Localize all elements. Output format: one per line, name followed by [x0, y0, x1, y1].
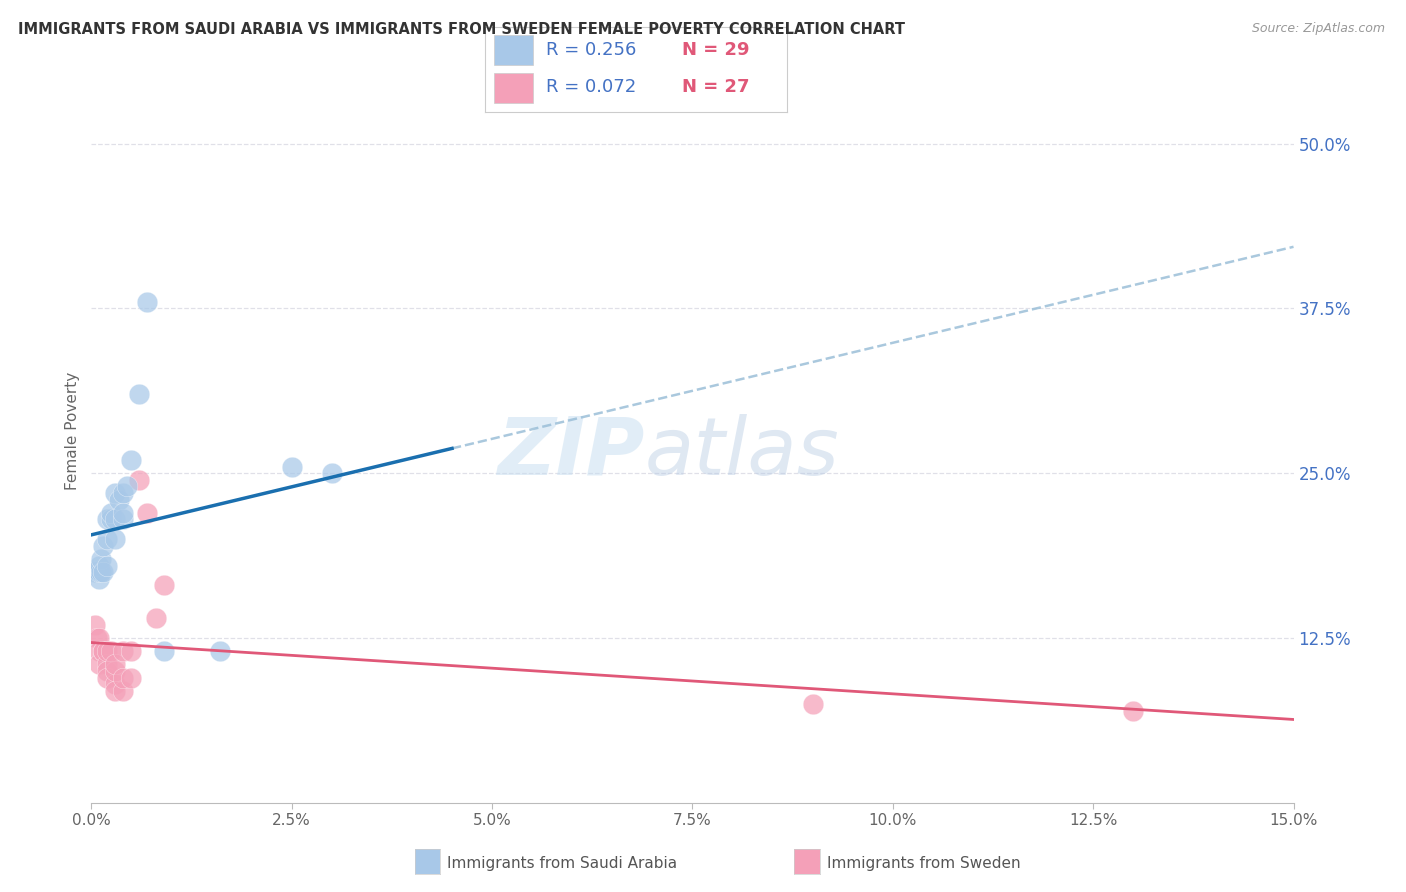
Point — [86, 565, 108, 579]
Point — [117, 479, 139, 493]
Point — [96, 532, 118, 546]
Text: N = 27: N = 27 — [682, 78, 749, 96]
Point — [84, 565, 107, 579]
Bar — [494, 73, 533, 103]
Point — [108, 492, 131, 507]
Point — [89, 565, 111, 579]
Point — [104, 512, 127, 526]
Point — [112, 644, 135, 658]
Text: R = 0.256: R = 0.256 — [546, 41, 636, 59]
Text: ZIP: ZIP — [496, 414, 644, 491]
Point — [208, 644, 231, 658]
Point — [104, 677, 127, 691]
Point — [100, 506, 122, 520]
Point — [121, 453, 143, 467]
Text: Immigrants from Sweden: Immigrants from Sweden — [827, 856, 1021, 871]
Point — [100, 512, 122, 526]
Point — [112, 671, 135, 685]
Point — [89, 644, 111, 658]
Text: Immigrants from Saudi Arabia: Immigrants from Saudi Arabia — [447, 856, 678, 871]
Point — [89, 631, 111, 645]
Point — [128, 387, 150, 401]
Text: atlas: atlas — [644, 414, 839, 491]
Y-axis label: Female Poverty: Female Poverty — [65, 371, 80, 490]
Point — [104, 683, 127, 698]
Point — [93, 644, 115, 658]
Point — [93, 644, 115, 658]
Point — [104, 532, 127, 546]
Point — [89, 572, 111, 586]
Point — [96, 664, 118, 678]
Point — [90, 552, 112, 566]
Point — [128, 473, 150, 487]
Point — [93, 565, 115, 579]
Point — [136, 506, 159, 520]
Point — [112, 512, 135, 526]
Point — [93, 539, 115, 553]
Point — [321, 467, 343, 481]
Point — [112, 683, 135, 698]
Point — [145, 611, 167, 625]
Text: IMMIGRANTS FROM SAUDI ARABIA VS IMMIGRANTS FROM SWEDEN FEMALE POVERTY CORRELATIO: IMMIGRANTS FROM SAUDI ARABIA VS IMMIGRAN… — [18, 22, 905, 37]
Point — [121, 644, 143, 658]
Text: N = 29: N = 29 — [682, 41, 749, 59]
Point — [96, 512, 118, 526]
Text: Source: ZipAtlas.com: Source: ZipAtlas.com — [1251, 22, 1385, 36]
Point — [96, 644, 118, 658]
Point — [96, 657, 118, 672]
Point — [104, 486, 127, 500]
Point — [281, 459, 304, 474]
Point — [152, 644, 174, 658]
Text: R = 0.072: R = 0.072 — [546, 78, 636, 96]
Bar — [494, 36, 533, 65]
Point — [89, 657, 111, 672]
Point — [152, 578, 174, 592]
Point — [104, 657, 127, 672]
Point — [801, 697, 824, 711]
Point — [89, 558, 111, 573]
Point — [121, 671, 143, 685]
Point — [1122, 704, 1144, 718]
Point — [100, 644, 122, 658]
Point — [96, 671, 118, 685]
Point — [84, 617, 107, 632]
Point — [104, 664, 127, 678]
Point — [96, 558, 118, 573]
Point — [90, 565, 112, 579]
Point — [86, 631, 108, 645]
Point — [112, 486, 135, 500]
Point — [136, 294, 159, 309]
Point — [112, 506, 135, 520]
